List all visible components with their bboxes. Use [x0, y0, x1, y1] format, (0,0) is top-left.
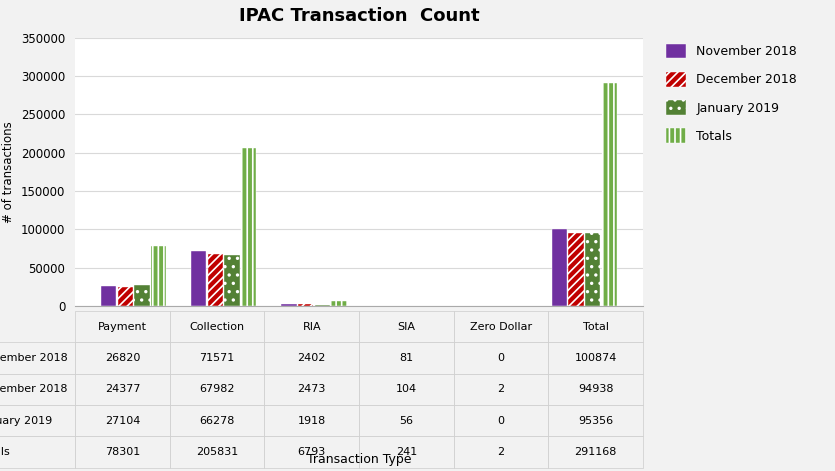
Bar — [151, 246, 166, 306]
Bar — [118, 287, 133, 306]
Bar — [602, 83, 617, 306]
Bar — [315, 305, 330, 306]
Bar — [281, 304, 296, 306]
Bar — [331, 301, 347, 306]
Bar — [241, 148, 256, 306]
Bar — [191, 251, 206, 306]
Bar — [298, 304, 313, 306]
Bar — [225, 255, 240, 306]
Bar — [101, 285, 116, 306]
Title: IPAC Transaction  Count: IPAC Transaction Count — [239, 7, 479, 25]
Text: Transaction Type: Transaction Type — [306, 453, 412, 466]
Bar — [585, 233, 600, 306]
Bar — [208, 254, 223, 306]
Bar — [552, 229, 567, 306]
Y-axis label: # of transactions: # of transactions — [3, 121, 16, 223]
Bar — [134, 285, 149, 306]
Bar — [569, 233, 584, 306]
Legend: November 2018, December 2018, January 2019, Totals: November 2018, December 2018, January 20… — [666, 44, 797, 143]
